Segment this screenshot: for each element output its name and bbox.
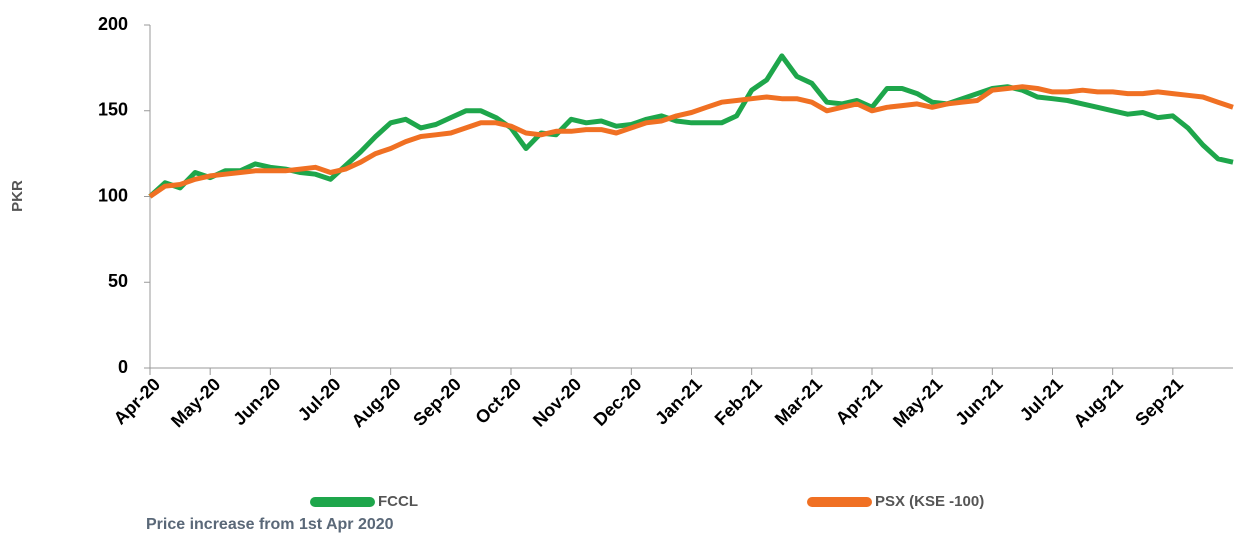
x-tick-label: Nov-20 [529, 374, 586, 431]
legend-label: PSX (KSE -100) [875, 493, 984, 510]
x-tick-label: Jun-21 [951, 374, 1006, 429]
line-series [148, 53, 1234, 199]
note: Price increase from 1st Apr 2020 [146, 516, 394, 533]
x-tick-label: Apr-21 [832, 374, 886, 428]
x-tick-label: Jul-21 [1016, 374, 1067, 425]
line-series [148, 84, 1234, 199]
x-tick-label: Jan-21 [651, 374, 705, 428]
x-tick-label: Feb-21 [711, 374, 766, 429]
y-tick-label: 200 [98, 14, 128, 34]
x-tick-label: Apr-20 [110, 374, 164, 428]
legend-label: FCCL [378, 493, 418, 510]
x-tick-label: Jul-20 [294, 374, 345, 425]
x-tick-label: May-20 [167, 374, 224, 431]
x-tick-label: Mar-21 [771, 374, 826, 429]
x-tick-label: Aug-21 [1070, 374, 1127, 431]
x-tick-label: Jun-20 [229, 374, 284, 429]
y-tick-label: 0 [118, 357, 128, 377]
x-tick-label: Oct-20 [471, 374, 525, 428]
x-tick-label: Dec-20 [590, 374, 646, 430]
y-axis-label: PKR [9, 180, 26, 212]
x-tick-label: Sep-21 [1131, 374, 1187, 430]
y-tick-label: 150 [98, 100, 128, 120]
y-tick-label: 100 [98, 185, 128, 205]
x-tick-label: Aug-20 [348, 374, 405, 431]
y-tick-label: 50 [108, 271, 128, 291]
x-tick-label: Sep-20 [409, 374, 465, 430]
x-tick-label: May-21 [889, 374, 946, 431]
